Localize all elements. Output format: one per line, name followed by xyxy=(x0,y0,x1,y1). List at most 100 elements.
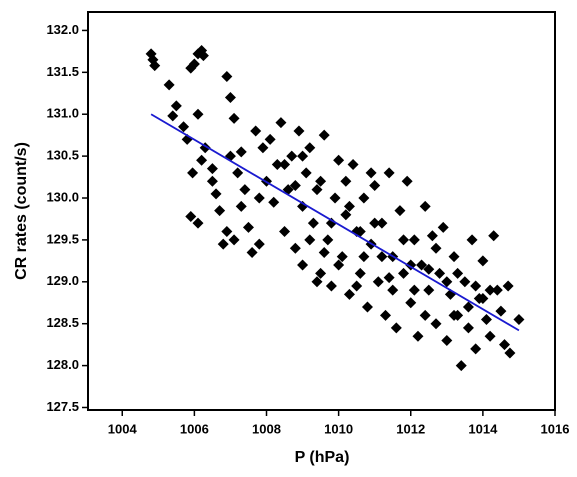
data-point xyxy=(441,276,453,288)
data-point xyxy=(163,79,175,91)
y-tick-label: 131.0 xyxy=(46,106,79,121)
data-point xyxy=(192,108,204,120)
fit-line xyxy=(150,113,520,332)
data-point xyxy=(441,334,453,346)
data-point xyxy=(239,184,251,196)
data-point xyxy=(390,322,402,334)
x-tick-label: 1010 xyxy=(324,421,353,436)
data-point xyxy=(419,309,431,321)
data-point xyxy=(369,217,381,229)
data-point xyxy=(361,301,373,313)
data-point xyxy=(401,175,413,187)
data-point xyxy=(488,230,500,242)
data-point xyxy=(455,360,467,372)
data-point xyxy=(502,280,514,292)
data-point xyxy=(293,125,305,137)
data-point xyxy=(354,267,366,279)
data-point xyxy=(206,163,218,175)
data-point xyxy=(228,112,240,124)
data-point xyxy=(412,330,424,342)
data-point xyxy=(340,209,352,221)
data-point xyxy=(304,142,316,154)
data-point xyxy=(383,272,395,284)
data-point xyxy=(167,110,179,122)
data-point xyxy=(289,242,301,254)
data-point xyxy=(286,150,298,162)
data-point xyxy=(477,255,489,267)
data-point xyxy=(437,221,449,233)
data-point xyxy=(491,284,503,296)
data-point xyxy=(343,288,355,300)
data-point xyxy=(147,54,159,66)
data-point xyxy=(196,154,208,166)
y-tick-label: 127.5 xyxy=(46,399,79,414)
data-point xyxy=(246,246,258,258)
x-tick-label: 1014 xyxy=(468,421,498,436)
data-point xyxy=(235,146,247,158)
data-point xyxy=(300,167,312,179)
data-point xyxy=(318,129,330,141)
data-point xyxy=(297,200,309,212)
y-tick-label: 130.0 xyxy=(46,189,79,204)
y-tick-label: 128.5 xyxy=(46,315,79,330)
data-point xyxy=(470,280,482,292)
data-point xyxy=(408,284,420,296)
data-point xyxy=(250,125,262,137)
data-point xyxy=(484,284,496,296)
data-point xyxy=(315,267,327,279)
data-point xyxy=(329,192,341,204)
data-point xyxy=(307,217,319,229)
data-point xyxy=(333,154,345,166)
y-tick-label: 129.5 xyxy=(46,231,79,246)
y-tick-label: 130.5 xyxy=(46,148,79,163)
data-point xyxy=(275,117,287,129)
data-point xyxy=(315,175,327,187)
data-point xyxy=(419,200,431,212)
data-point xyxy=(192,217,204,229)
y-tick-label: 132.0 xyxy=(46,22,79,37)
data-point xyxy=(376,251,388,263)
data-point xyxy=(322,234,334,246)
x-tick-label: 1006 xyxy=(180,421,209,436)
y-axis-label: CR rates (count/s) xyxy=(13,142,30,280)
data-point xyxy=(430,318,442,330)
data-point xyxy=(477,293,489,305)
data-point xyxy=(394,205,406,217)
data-point xyxy=(343,200,355,212)
plot-frame xyxy=(87,11,556,411)
x-axis-label: P (hPa) xyxy=(295,449,350,466)
data-point xyxy=(380,309,392,321)
data-point xyxy=(228,234,240,246)
data-point xyxy=(188,58,200,70)
data-point xyxy=(405,297,417,309)
data-point xyxy=(325,280,337,292)
data-point xyxy=(289,179,301,191)
data-point xyxy=(232,167,244,179)
data-point xyxy=(383,167,395,179)
data-point xyxy=(336,251,348,263)
data-point xyxy=(340,175,352,187)
data-point xyxy=(470,343,482,355)
data-point xyxy=(376,217,388,229)
x-tick-label: 1008 xyxy=(252,421,281,436)
x-tick-label: 1012 xyxy=(396,421,425,436)
data-point xyxy=(351,280,363,292)
data-point xyxy=(210,188,222,200)
data-point xyxy=(318,246,330,258)
data-point xyxy=(484,330,496,342)
data-point xyxy=(297,259,309,271)
data-point xyxy=(197,50,209,62)
data-point xyxy=(365,167,377,179)
data-point xyxy=(423,263,435,275)
data-point xyxy=(504,347,516,359)
data-point xyxy=(430,242,442,254)
data-point xyxy=(372,276,384,288)
data-point xyxy=(448,251,460,263)
data-point xyxy=(206,175,218,187)
data-point xyxy=(279,226,291,238)
y-tick-label: 129.0 xyxy=(46,273,79,288)
data-point xyxy=(387,284,399,296)
data-point xyxy=(217,238,229,250)
data-point xyxy=(513,314,525,326)
